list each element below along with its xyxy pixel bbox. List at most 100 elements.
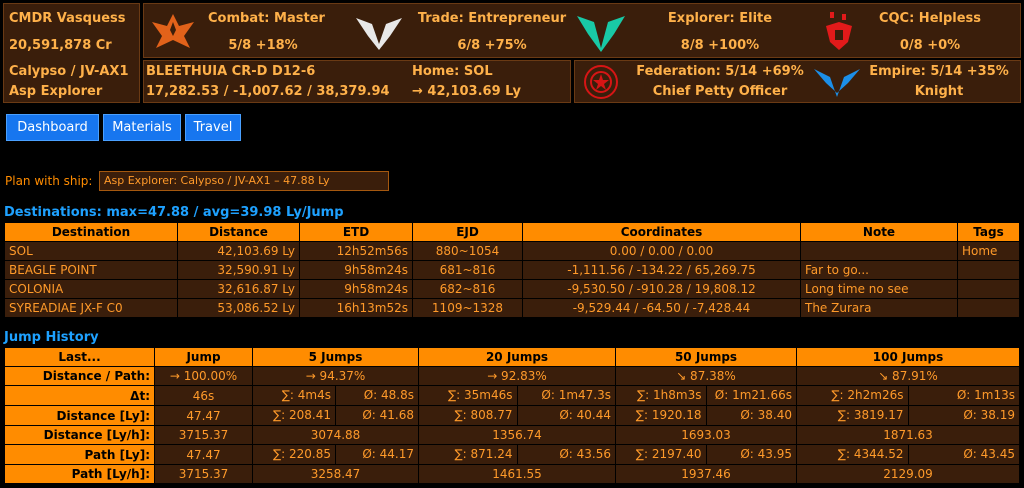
history-row-label: Path [Ly/h]: — [4, 464, 155, 484]
history-row-label: Path [Ly]: — [4, 444, 155, 465]
destination-cell — [800, 241, 958, 261]
history-cell: 1461.55 — [418, 464, 616, 484]
history-cell: ∑: 1920.18 Ø: 38.40 — [615, 405, 797, 426]
history-avg-value: Ø: 1m21.66s — [705, 386, 797, 405]
col-50-jumps: 50 Jumps — [615, 347, 797, 367]
empire-rank-label: Empire: 5/14 +35% — [869, 64, 1009, 79]
history-cell: 2129.09 — [796, 464, 1020, 484]
home-system: Home: SOL — [412, 64, 493, 79]
history-avg-value: Ø: 43.45 — [907, 445, 1020, 464]
col-100-jumps: 100 Jumps — [796, 347, 1020, 367]
destination-cell: SYREADIAE JX-F C0 — [4, 298, 178, 318]
history-avg-value: Ø: 48.8s — [335, 386, 418, 405]
col-jump: Jump — [154, 347, 253, 367]
history-cell: 3074.88 — [252, 425, 419, 445]
destination-cell: 0.00 / 0.00 / 0.00 — [522, 241, 801, 261]
destination-cell: 681~816 — [412, 260, 523, 280]
destination-cell: 12h52m56s — [299, 241, 413, 261]
history-cell: → 94.37% — [252, 366, 419, 386]
destination-cell: COLONIA — [4, 279, 178, 299]
history-jump-cell: 46s — [154, 385, 253, 406]
federation-rank-title: Chief Petty Officer — [652, 84, 788, 99]
history-cell: ∑: 208.41 Ø: 41.68 — [252, 405, 419, 426]
col-distance[interactable]: Distance — [177, 222, 300, 242]
history-jump-cell: 3715.37 — [154, 425, 253, 445]
col-note[interactable]: Note — [800, 222, 958, 242]
history-cell: 1356.74 — [418, 425, 616, 445]
history-row: Distance [Ly]: 47.47 ∑: 208.41 Ø: 41.68 ∑: 8… — [4, 405, 1020, 426]
col-tags[interactable]: Tags — [957, 222, 1020, 242]
destination-row[interactable]: SOL 42,103.69 Ly 12h52m56s 880~1054 0.00 / 0… — [4, 241, 1020, 261]
location-panel — [143, 60, 571, 103]
current-coordinates: 17,282.53 / -1,007.62 / 38,379.94 — [146, 84, 390, 99]
destination-cell: 880~1054 — [412, 241, 523, 261]
history-cell: ∑: 35m46s Ø: 1m47.3s — [418, 385, 616, 406]
history-cell: ∑: 220.85 Ø: 44.17 — [252, 444, 419, 465]
history-avg-value: Ø: 43.95 — [705, 445, 797, 464]
history-jump-cell: 3715.37 — [154, 464, 253, 484]
col-coordinates[interactable]: Coordinates — [522, 222, 801, 242]
explorer-rank-label: Explorer: Elite — [667, 11, 773, 26]
destination-row[interactable]: SYREADIAE JX-F C0 53,086.52 Ly 16h13m52s 11… — [4, 298, 1020, 318]
history-avg-value: Ø: 1m13s — [907, 386, 1020, 405]
history-row: Path [Ly/h]: 3715.37 3258.47 1461.55 1937.46… — [4, 464, 1020, 484]
history-cell: 1693.03 — [615, 425, 797, 445]
history-sum-value: ∑: 220.85 — [273, 447, 331, 461]
history-row-label: Δt: — [4, 385, 155, 406]
ranks-panel — [143, 3, 1021, 58]
explorer-rank-progress: 8/8 +100% — [680, 38, 760, 53]
cqc-rank-progress: 0/8 +0% — [899, 38, 961, 53]
history-row: Δt: 46s ∑: 4m4s Ø: 48.8s ∑: 35m46s Ø: 1m47.3s… — [4, 385, 1020, 406]
history-cell: ∑: 2h2m26s Ø: 1m13s — [796, 385, 1020, 406]
trade-rank-icon — [352, 8, 406, 58]
history-row-label: Distance [Ly]: — [4, 405, 155, 426]
destination-cell: 1109~1328 — [412, 298, 523, 318]
history-jump-cell: 47.47 — [154, 405, 253, 426]
history-sum-value: ∑: 2h2m26s — [831, 388, 904, 402]
history-avg-value: Ø: 40.44 — [516, 406, 616, 425]
destination-row[interactable]: COLONIA 32,616.87 Ly 9h58m24s 682~816 -9,530… — [4, 279, 1020, 299]
destination-cell: SOL — [4, 241, 178, 261]
empire-rank-title: Knight — [914, 84, 964, 99]
jump-history-table: Last... Jump 5 Jumps 20 Jumps 50 Jumps 1… — [4, 347, 1020, 484]
cqc-rank-icon — [812, 8, 866, 58]
empire-emblem-icon — [812, 63, 862, 105]
history-sum-value: ∑: 2197.40 — [635, 447, 702, 461]
combat-rank-icon — [146, 8, 200, 58]
history-cell: ∑: 2197.40 Ø: 43.95 — [615, 444, 797, 465]
plan-ship-select[interactable]: Asp Explorer: Calypso / JV-AX1 – 47.88 L… — [99, 171, 389, 191]
history-jump-cell: 47.47 — [154, 444, 253, 465]
destination-cell: 32,590.91 Ly — [177, 260, 300, 280]
history-cell: 1937.46 — [615, 464, 797, 484]
destination-cell: 42,103.69 Ly — [177, 241, 300, 261]
plan-ship-label: Plan with ship: — [5, 174, 93, 188]
destination-cell: 32,616.87 Ly — [177, 279, 300, 299]
dashboard-button[interactable]: Dashboard — [6, 114, 99, 141]
history-cell: ∑: 871.24 Ø: 43.56 — [418, 444, 616, 465]
col-etd[interactable]: ETD — [299, 222, 413, 242]
jump-history-title: Jump History — [4, 330, 99, 345]
history-row-label: Distance / Path: — [4, 366, 155, 386]
history-avg-value: Ø: 1m47.3s — [516, 386, 616, 405]
history-row: Distance / Path: → 100.00% → 94.37% → 92.83… — [4, 366, 1020, 386]
col-ejd[interactable]: EJD — [412, 222, 523, 242]
materials-button[interactable]: Materials — [103, 114, 181, 141]
federation-emblem-icon — [582, 63, 620, 105]
factions-panel — [574, 60, 1021, 103]
col-destination[interactable]: Destination — [4, 222, 178, 242]
col-5-jumps: 5 Jumps — [252, 347, 419, 367]
history-cell: 3258.47 — [252, 464, 419, 484]
cqc-rank-label: CQC: Helpless — [878, 11, 982, 26]
history-avg-value: Ø: 44.17 — [335, 445, 418, 464]
home-distance: → 42,103.69 Ly — [412, 84, 522, 99]
history-sum-value: ∑: 808.77 — [454, 408, 513, 422]
history-sum-value: ∑: 4344.52 — [837, 447, 904, 461]
destination-cell — [957, 260, 1020, 280]
destination-row[interactable]: BEAGLE POINT 32,590.91 Ly 9h58m24s 681~816-… — [4, 260, 1020, 280]
history-cell: ↘ 87.38% — [615, 366, 797, 386]
history-sum-value: ∑: 4m4s — [281, 388, 331, 402]
ship-type: Asp Explorer — [9, 84, 103, 99]
history-avg-value: Ø: 43.56 — [516, 445, 616, 464]
destination-cell: 16h13m52s — [299, 298, 413, 318]
travel-button[interactable]: Travel — [185, 114, 241, 141]
